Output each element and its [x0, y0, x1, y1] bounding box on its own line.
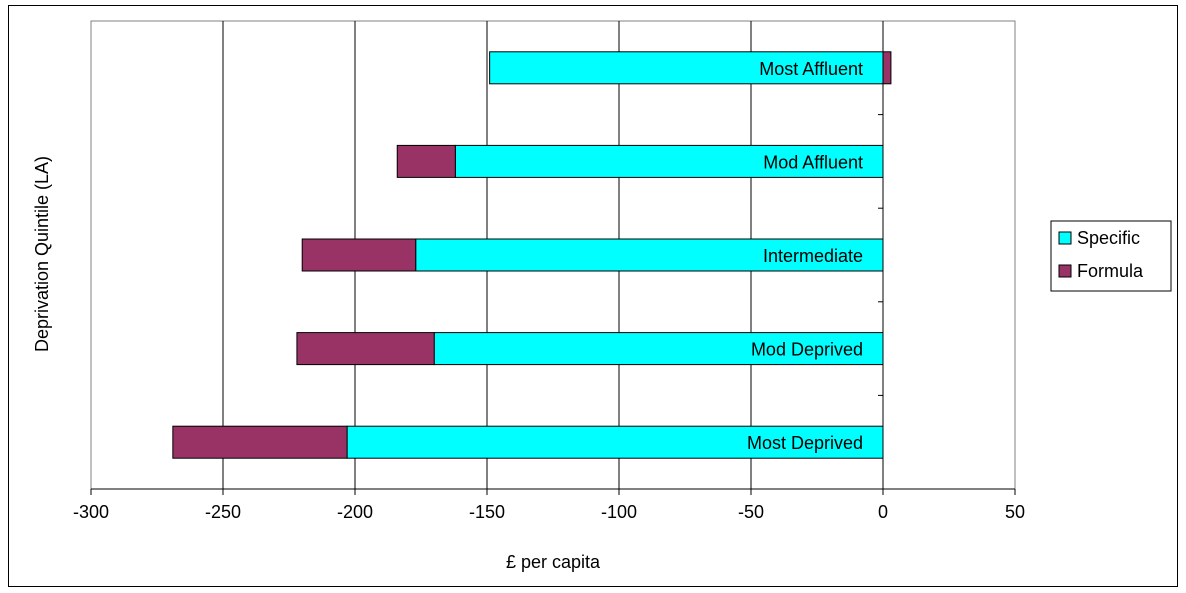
x-tick-label: -100 [601, 502, 637, 522]
bar-formula-intermediate [301, 238, 417, 272]
x-tick-label: -300 [73, 502, 109, 522]
bars [172, 51, 892, 459]
x-tick-label: -50 [738, 502, 764, 522]
bar-formula-most-deprived [172, 425, 348, 459]
x-tick-label: -150 [469, 502, 505, 522]
bar-specific-mod-deprived [433, 332, 884, 366]
x-axis-title: £ per capita [506, 552, 601, 572]
legend-label-specific: Specific [1077, 228, 1140, 248]
category-labels: Most Deprived Mod Deprived Intermediate Mod… [747, 59, 863, 453]
bar-specific-intermediate [415, 238, 884, 272]
category-label: Mod Affluent [763, 152, 863, 172]
y-axis-title: Deprivation Quintile (LA) [32, 156, 52, 352]
chart-frame: -300 -250 -200 -150 -100 -50 0 50 Most Deprived… [8, 5, 1178, 587]
legend-swatch-formula [1058, 264, 1072, 278]
category-label: Intermediate [763, 246, 863, 266]
category-label: Most Affluent [759, 59, 863, 79]
x-tick-label: 50 [1005, 502, 1025, 522]
x-tick-label: -250 [205, 502, 241, 522]
category-label: Mod Deprived [751, 340, 863, 360]
bar-formula-most-affluent [882, 51, 892, 85]
x-tick-label: 0 [878, 502, 888, 522]
legend-label-formula: Formula [1077, 261, 1144, 281]
bar-formula-mod-affluent [396, 144, 456, 178]
x-tick-label: -200 [337, 502, 373, 522]
legend-swatch-specific [1058, 231, 1072, 245]
bar-formula-mod-deprived [296, 332, 435, 366]
legend: Specific Formula [1050, 220, 1172, 292]
axes [90, 114, 1016, 495]
category-label: Most Deprived [747, 433, 863, 453]
bar-specific-mod-affluent [454, 144, 884, 178]
bar-specific-most-affluent [489, 51, 884, 85]
x-tick-labels: -300 -250 -200 -150 -100 -50 0 50 [73, 502, 1025, 522]
chart-svg: -300 -250 -200 -150 -100 -50 0 50 Most Deprived… [32, 20, 1172, 572]
